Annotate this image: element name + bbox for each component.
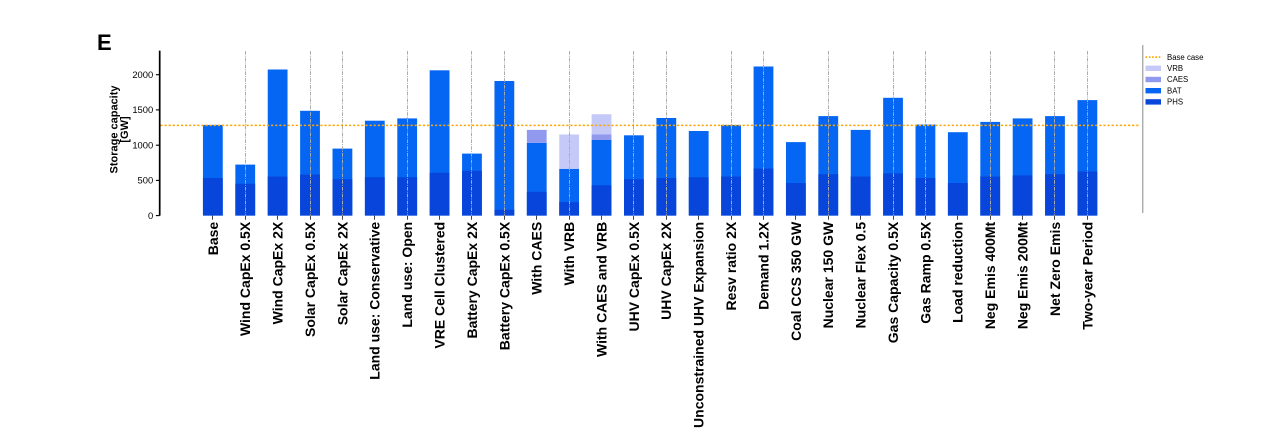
svg-text:Land use: Open: Land use: Open (399, 222, 415, 328)
svg-text:VRB: VRB (1167, 64, 1183, 73)
svg-text:0: 0 (148, 210, 153, 221)
svg-text:Nuclear 150 GW: Nuclear 150 GW (820, 221, 836, 328)
svg-text:Load reduction: Load reduction (950, 222, 966, 323)
svg-text:Solar CapEx 0.5X: Solar CapEx 0.5X (302, 221, 318, 337)
svg-text:CAES: CAES (1167, 75, 1188, 84)
svg-text:With VRB: With VRB (561, 222, 577, 286)
svg-text:UHV CapEx 2X: UHV CapEx 2X (658, 221, 674, 320)
svg-text:Demand 1.2X: Demand 1.2X (755, 221, 771, 310)
svg-text:Battery CapEx 2X: Battery CapEx 2X (464, 221, 480, 338)
svg-text:Battery CapEx 0.5X: Battery CapEx 0.5X (496, 221, 512, 350)
svg-text:Nuclear Flex 0.5: Nuclear Flex 0.5 (853, 222, 869, 329)
svg-text:Net Zero Emis: Net Zero Emis (1047, 222, 1063, 316)
svg-text:Wind CapEx 0.5X: Wind CapEx 0.5X (237, 221, 253, 336)
svg-text:Neg Emis 200Mt: Neg Emis 200Mt (1015, 221, 1031, 329)
svg-text:Unconstrained UHV Expansion: Unconstrained UHV Expansion (691, 222, 707, 428)
svg-text:Resv ratio 2X: Resv ratio 2X (723, 221, 739, 310)
svg-text:Wind CapEx 2X: Wind CapEx 2X (270, 221, 286, 324)
svg-text:Base case: Base case (1167, 53, 1203, 62)
svg-text:Base: Base (205, 222, 221, 256)
svg-text:With CAES and VRB: With CAES and VRB (593, 222, 609, 357)
svg-text:Land use: Conservative: Land use: Conservative (367, 222, 383, 380)
svg-text:VRE Cell Clustered: VRE Cell Clustered (432, 222, 448, 349)
svg-text:1500: 1500 (132, 104, 153, 115)
svg-text:PHS: PHS (1167, 98, 1183, 107)
svg-text:UHV CapEx 0.5X: UHV CapEx 0.5X (626, 221, 642, 331)
svg-text:Gas Capacity 0.5X: Gas Capacity 0.5X (885, 221, 901, 343)
svg-text:With CAES: With CAES (529, 222, 545, 295)
svg-text:500: 500 (138, 175, 154, 186)
svg-text:1000: 1000 (132, 140, 153, 151)
svg-text:Solar CapEx 2X: Solar CapEx 2X (334, 221, 350, 325)
svg-text:[GW]: [GW] (119, 116, 131, 143)
svg-text:Storage capacity: Storage capacity (108, 85, 120, 174)
svg-text:Coal CCS 350 GW: Coal CCS 350 GW (788, 221, 804, 341)
svg-text:2000: 2000 (132, 69, 153, 80)
svg-text:E: E (97, 30, 112, 55)
svg-text:BAT: BAT (1167, 86, 1182, 95)
svg-text:Gas Ramp 0.5X: Gas Ramp 0.5X (917, 221, 933, 324)
svg-text:Neg Emis 400Mt: Neg Emis 400Mt (982, 221, 998, 329)
svg-text:Two-year Period: Two-year Period (1079, 222, 1095, 330)
